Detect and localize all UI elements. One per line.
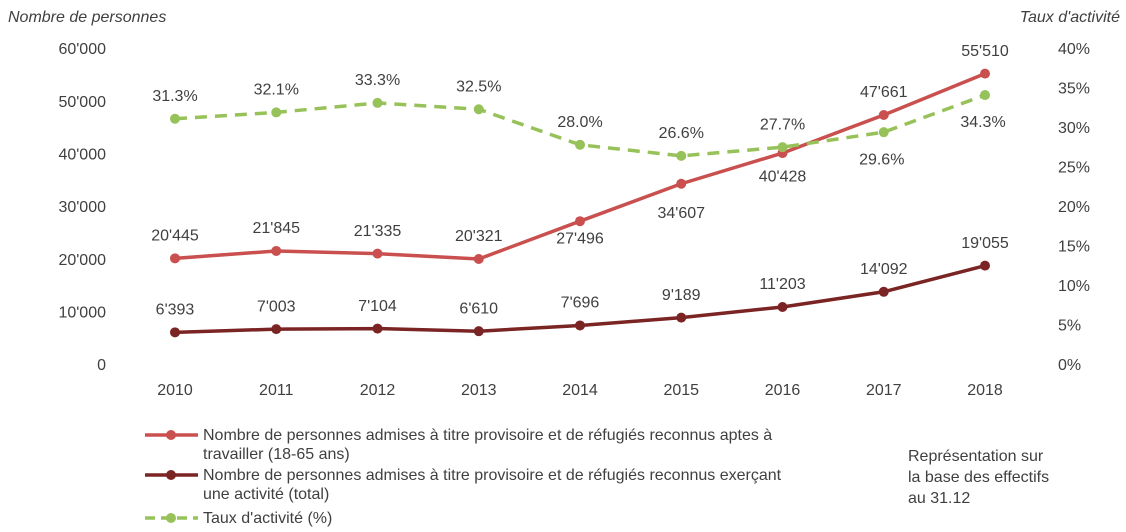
marker — [676, 312, 687, 323]
data-label: 21'335 — [354, 223, 402, 240]
marker — [878, 109, 889, 120]
marker — [777, 142, 788, 153]
data-label: 11'203 — [759, 276, 805, 293]
data-label: 32.1% — [254, 82, 299, 99]
x-tick-label: 2012 — [360, 382, 396, 399]
marker — [372, 97, 383, 108]
y2-tick-label: 15% — [1058, 239, 1090, 256]
y-tick-label: 40'000 — [58, 147, 106, 164]
data-label: 29.6% — [859, 151, 904, 168]
data-label: 19'055 — [961, 235, 1009, 252]
data-label: 28.0% — [557, 114, 602, 131]
y2-tick-label: 40% — [1058, 41, 1090, 58]
y-tick-label: 20'000 — [58, 252, 106, 269]
y2-tick-label: 30% — [1058, 120, 1090, 137]
marker — [980, 68, 990, 79]
x-tick-label: 2011 — [259, 382, 294, 399]
marker — [271, 107, 282, 118]
data-label: 6'610 — [459, 300, 498, 317]
marker — [878, 127, 889, 138]
x-tick-label: 2010 — [157, 382, 193, 399]
data-label: 40'428 — [759, 168, 807, 185]
data-label: 20'445 — [151, 228, 199, 245]
data-label: 9'189 — [662, 287, 701, 304]
x-tick-label: 2013 — [461, 382, 497, 399]
data-label: 7'003 — [257, 298, 296, 315]
x-tick-label: 2018 — [967, 382, 1003, 399]
marker — [372, 248, 383, 259]
legend-label: Nombre de personnes admises à titre prov… — [203, 467, 782, 503]
legend-label: Nombre de personnes admises à titre prov… — [203, 427, 773, 463]
data-label: 33.3% — [355, 72, 400, 89]
data-label: 55'510 — [961, 43, 1009, 60]
y2-tick-label: 10% — [1058, 278, 1090, 295]
legend-marker — [166, 513, 176, 523]
marker — [777, 301, 788, 312]
marker — [473, 104, 484, 115]
legend-marker — [166, 430, 176, 440]
x-tick-label: 2015 — [663, 382, 699, 399]
marker — [170, 113, 180, 124]
y2-tick-label: 35% — [1058, 81, 1090, 98]
y2-tick-label: 25% — [1058, 160, 1090, 177]
y2-axis-label: Taux d'activité — [1020, 9, 1120, 26]
data-label: 14'092 — [860, 261, 908, 278]
y-axis-label: Nombre de personnes — [8, 9, 166, 26]
y2-tick-label: 20% — [1058, 199, 1090, 216]
data-label: 7'104 — [358, 298, 397, 315]
marker — [473, 326, 484, 337]
data-label: 6'393 — [156, 302, 195, 319]
y-tick-label: 50'000 — [58, 94, 106, 111]
data-label: 47'661 — [860, 84, 908, 101]
x-tick-label: 2014 — [562, 382, 598, 399]
marker — [575, 320, 585, 331]
data-label: 20'321 — [455, 228, 503, 245]
data-label: 31.3% — [152, 88, 197, 105]
y-tick-label: 60'000 — [58, 41, 106, 58]
marker — [271, 245, 282, 256]
marker — [676, 150, 687, 161]
marker — [575, 216, 585, 227]
marker — [575, 139, 585, 150]
y-tick-label: 10'000 — [58, 305, 106, 322]
marker — [473, 253, 484, 264]
marker — [372, 323, 383, 334]
data-label: 34'607 — [657, 205, 705, 222]
marker — [980, 90, 990, 101]
data-label: 26.6% — [659, 125, 704, 142]
marker — [170, 327, 180, 338]
y-tick-label: 30'000 — [58, 199, 106, 216]
data-label: 27.7% — [760, 116, 805, 133]
data-label: 32.5% — [456, 78, 501, 95]
annotation: Représentation sur la base des effectifs… — [908, 448, 1050, 507]
marker — [878, 286, 889, 297]
data-label: 7'696 — [561, 295, 600, 312]
x-tick-label: 2017 — [866, 382, 902, 399]
x-tick-label: 2016 — [765, 382, 801, 399]
y2-tick-label: 5% — [1058, 318, 1081, 335]
legend-label: Taux d'activité (%) — [203, 510, 333, 527]
y-tick-label: 0 — [97, 357, 106, 374]
data-label: 34.3% — [960, 114, 1005, 131]
y2-tick-label: 0% — [1058, 357, 1081, 374]
data-label: 21'845 — [252, 220, 300, 237]
marker — [271, 324, 282, 335]
marker — [170, 253, 180, 264]
data-label: 27'496 — [556, 230, 604, 247]
marker — [676, 178, 687, 189]
legend-marker — [166, 470, 176, 480]
marker — [980, 260, 990, 271]
